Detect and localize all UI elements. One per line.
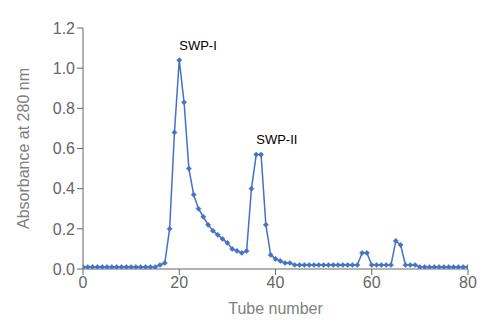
svg-text:20: 20 — [170, 274, 188, 291]
svg-text:80: 80 — [459, 274, 477, 291]
svg-text:SWP-II: SWP-II — [256, 132, 297, 147]
svg-text:60: 60 — [363, 274, 381, 291]
svg-text:Absorbance at 280 nm: Absorbance at 280 nm — [15, 68, 32, 229]
svg-text:0.4: 0.4 — [53, 180, 75, 197]
svg-text:1.2: 1.2 — [53, 20, 75, 37]
svg-text:0.0: 0.0 — [53, 261, 75, 278]
svg-text:Tube number: Tube number — [228, 300, 323, 317]
svg-text:0.6: 0.6 — [53, 140, 75, 157]
svg-text:0.2: 0.2 — [53, 221, 75, 238]
svg-text:40: 40 — [267, 274, 285, 291]
svg-text:0: 0 — [79, 274, 88, 291]
svg-text:SWP-I: SWP-I — [179, 38, 217, 53]
svg-text:0.8: 0.8 — [53, 100, 75, 117]
svg-text:1.0: 1.0 — [53, 60, 75, 77]
